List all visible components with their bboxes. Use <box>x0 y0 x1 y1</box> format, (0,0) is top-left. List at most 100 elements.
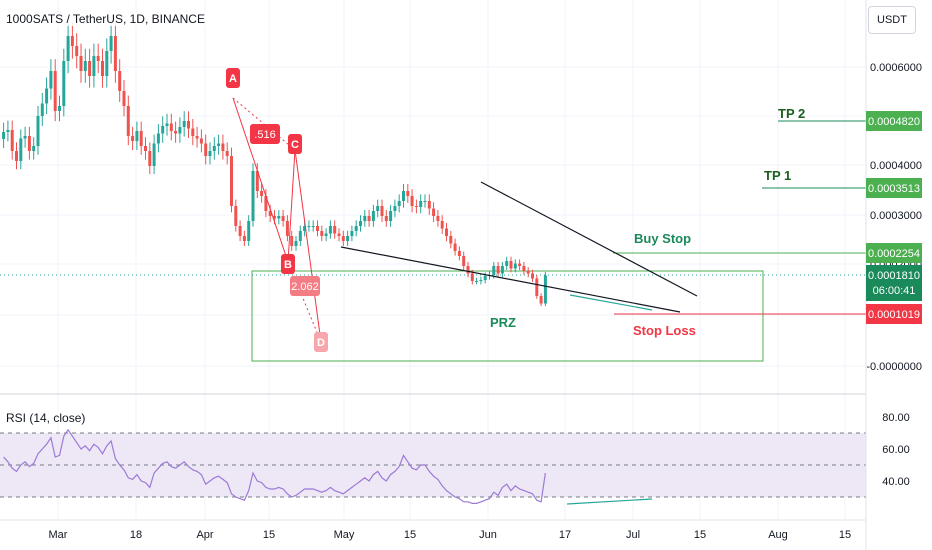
time-tick-label: 15 <box>694 529 706 541</box>
candle-body <box>337 233 341 236</box>
tp2-price-label: 0.0004820 <box>868 116 920 128</box>
candle-body <box>135 131 139 141</box>
candle-body <box>294 241 298 246</box>
candle-body <box>402 191 405 201</box>
candle-body <box>462 256 466 266</box>
candle-body <box>101 61 104 76</box>
candle-body <box>311 226 315 227</box>
candle-body <box>298 231 302 241</box>
candle-body <box>509 261 513 269</box>
time-tick-label: May <box>334 529 355 541</box>
candle-body <box>531 273 534 279</box>
countdown-label: 06:00:41 <box>873 285 916 297</box>
candle-body <box>363 216 367 221</box>
pattern-point-badge <box>314 332 328 352</box>
wedge-upper-line <box>480 181 698 297</box>
tp2-price-label-bg <box>866 111 922 131</box>
tp1-label: TP 1 <box>764 168 791 183</box>
price-labels: 0.0004820 0.0003513 0.0002254 0.0001019 0.00… <box>866 111 922 324</box>
candle-body <box>83 61 87 71</box>
candle-body <box>15 151 18 161</box>
candle-body <box>225 151 229 156</box>
candle-body <box>470 273 474 281</box>
current-price-label: 0.0001810 <box>868 270 920 282</box>
candle-body <box>367 216 371 221</box>
candle-body <box>273 216 276 219</box>
candle-body <box>96 56 100 61</box>
candle-body <box>479 280 483 281</box>
pattern-point-label: A <box>229 73 237 85</box>
ratio-badge <box>250 124 280 144</box>
candle-body <box>238 226 242 236</box>
price-tick-label: 0.0006000 <box>870 62 922 74</box>
candle-body <box>466 266 470 274</box>
currency-button[interactable]: USDT <box>868 6 916 34</box>
current-price-bg <box>866 265 922 301</box>
candle-body <box>10 130 14 151</box>
buy-stop-price-label-bg <box>866 243 922 263</box>
candle-body <box>346 236 350 241</box>
candle-body <box>165 123 169 126</box>
buy-stop-price-label: 0.0002254 <box>868 248 920 260</box>
candle-body <box>49 71 53 89</box>
candle-body <box>496 266 500 274</box>
candle-body <box>320 231 324 236</box>
candle-body <box>384 216 388 221</box>
candle-body <box>522 266 526 271</box>
candle-body <box>230 156 233 206</box>
candle-body <box>139 131 143 146</box>
candle-body <box>36 116 40 146</box>
candle-body <box>436 216 440 221</box>
candle-body <box>440 221 444 229</box>
rsi-legend[interactable]: RSI (14, close) <box>4 411 88 425</box>
candle-body <box>419 201 423 207</box>
candle-body <box>457 251 461 256</box>
candle-body <box>453 243 457 251</box>
candle-body <box>174 131 178 134</box>
prz-label: PRZ <box>490 315 516 330</box>
candle-body <box>526 271 530 274</box>
pattern-point-label: D <box>317 337 325 349</box>
candle-body <box>397 201 401 206</box>
stop-loss-price-label: 0.0001019 <box>868 309 920 321</box>
buy-stop-label: Buy Stop <box>634 231 691 246</box>
candle-body <box>221 143 225 151</box>
time-tick-label: 15 <box>263 529 275 541</box>
time-axis[interactable]: Mar 18 Apr 15 May 15 Jun 17 Jul 15 Aug 15 <box>49 529 852 541</box>
rsi-pane <box>0 294 866 505</box>
candle-body <box>23 136 27 139</box>
candle-body <box>58 106 61 111</box>
candle-body <box>40 103 44 116</box>
candle-body <box>518 263 522 266</box>
candle-body <box>393 206 397 211</box>
candle-body <box>195 136 199 139</box>
candle-body <box>217 143 221 146</box>
time-tick-label: Aug <box>768 529 788 541</box>
candle-body <box>324 233 328 236</box>
rsi-tick-label: 60.00 <box>882 444 910 456</box>
symbol-legend[interactable]: 1000SATS / TetherUS, 1D, BINANCE <box>4 12 207 26</box>
candle-body <box>432 208 436 216</box>
candle-body <box>178 127 182 134</box>
pattern-leg-cd <box>294 149 322 343</box>
pattern-leg-bc <box>287 149 296 263</box>
price-divergence-line <box>569 294 653 311</box>
candle-body <box>264 196 268 211</box>
prz-box <box>251 270 764 362</box>
candle-body <box>475 281 479 282</box>
candle-body <box>32 146 36 151</box>
candle-body <box>169 123 173 131</box>
candle-body <box>208 151 212 156</box>
candle-body <box>255 171 259 191</box>
wedge-trendlines <box>340 181 698 313</box>
candle-body <box>371 211 375 221</box>
candle-body <box>204 143 208 156</box>
candle-body <box>242 236 246 241</box>
pattern-leg-ab <box>232 97 289 263</box>
candle-body <box>70 36 74 46</box>
candle-body <box>113 36 117 71</box>
candle-body <box>19 138 23 161</box>
candle-body <box>285 221 289 236</box>
candle-body <box>427 201 431 209</box>
